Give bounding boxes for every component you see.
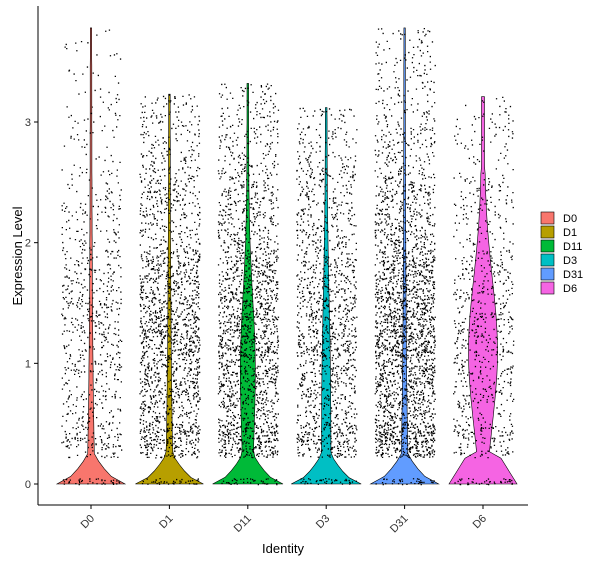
y-tick-label: 1 xyxy=(25,358,31,370)
points-d3 xyxy=(296,107,358,485)
legend-label-d11: D11 xyxy=(563,241,582,253)
legend: D0 D1 D11 D3 D31 D6 xyxy=(540,211,583,295)
y-ticks: 0 1 2 3 xyxy=(25,117,38,491)
violin-group-d0 xyxy=(55,27,127,486)
y-tick-label: 2 xyxy=(25,238,31,250)
legend-label-d6: D6 xyxy=(563,283,577,295)
points-d1 xyxy=(139,94,201,485)
points-d11 xyxy=(217,83,280,486)
x-axis-title: Identity xyxy=(262,541,304,556)
violin-d3 xyxy=(291,107,362,485)
legend-swatch-d0 xyxy=(540,211,555,225)
legend-swatch-d31 xyxy=(540,267,555,281)
plot-area xyxy=(55,27,518,486)
x-tick-label: D0 xyxy=(79,513,97,531)
axes xyxy=(37,6,528,506)
x-ticks: D0 D1 D11 D3 D31 D6 xyxy=(79,505,489,535)
violin-d6 xyxy=(448,96,518,485)
legend-label-d31: D31 xyxy=(563,269,583,281)
x-tick-label: D3 xyxy=(314,513,332,531)
y-axis-title: Expression Level xyxy=(10,206,25,305)
legend-label-d0: D0 xyxy=(563,213,577,225)
x-tick-label: D11 xyxy=(232,513,254,535)
legend-label-d3: D3 xyxy=(563,255,577,267)
legend-swatch-d11 xyxy=(540,239,555,253)
violin-group-d6 xyxy=(448,96,518,486)
x-tick-label: D31 xyxy=(388,513,411,536)
x-tick-label: D1 xyxy=(157,513,175,531)
violin-group-d31 xyxy=(369,27,440,486)
violin-d1 xyxy=(135,93,204,485)
violin-group-d1 xyxy=(135,93,204,485)
violin-d0 xyxy=(55,27,127,485)
legend-swatch-d3 xyxy=(540,253,555,267)
legend-swatch-d1 xyxy=(540,225,555,239)
legend-label-d1: D1 xyxy=(563,227,577,239)
x-tick-label: D6 xyxy=(471,513,489,531)
legend-swatch-d6 xyxy=(540,281,555,295)
violin-d31 xyxy=(369,27,440,485)
violin-group-d11 xyxy=(212,83,284,486)
y-tick-label: 3 xyxy=(25,117,31,129)
violin-group-d3 xyxy=(291,107,362,485)
y-tick-label: 0 xyxy=(25,479,31,491)
points-d31 xyxy=(374,28,436,486)
points-d6 xyxy=(453,96,515,486)
